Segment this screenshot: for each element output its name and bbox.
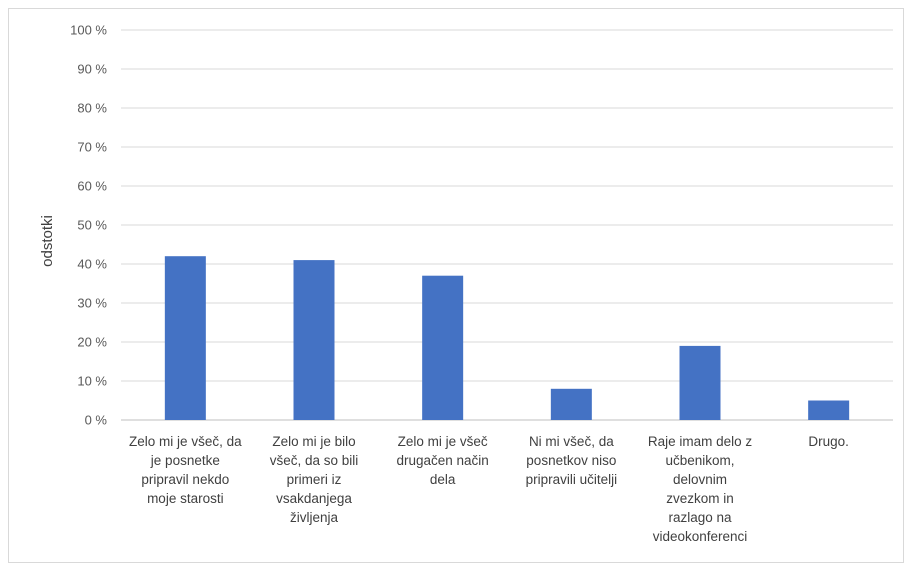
y-tick-label: 30 % (77, 296, 107, 311)
category-label: Drugo. (808, 434, 849, 449)
y-tick-label: 50 % (77, 218, 107, 233)
bar (293, 260, 335, 420)
y-axis-title: odstotki (39, 215, 56, 267)
y-tick-label: 20 % (77, 335, 107, 350)
category-label: Zelo mi je všeč (398, 434, 488, 449)
category-label: učbenikom, (665, 453, 734, 468)
category-label: Ni mi všeč, da (529, 434, 614, 449)
category-label: Zelo mi je všeč, da (129, 434, 242, 449)
category-label: moje starosti (147, 491, 224, 506)
y-tick-label: 60 % (77, 179, 107, 194)
category-label: vsakdanjega (276, 491, 352, 506)
category-label: delovnim (673, 472, 727, 487)
y-tick-label: 100 % (70, 23, 107, 38)
bar (422, 275, 464, 420)
bar (164, 256, 206, 420)
category-label: življenja (290, 510, 339, 525)
category-label: zvezkom in (666, 491, 734, 506)
category-label: Zelo mi je bilo (272, 434, 355, 449)
category-label: všeč, da so bili (270, 453, 359, 468)
category-label: pripravil nekdo (141, 472, 229, 487)
category-label: je posnetke (150, 453, 220, 468)
y-tick-label: 10 % (77, 374, 107, 389)
category-label: razlago na (668, 510, 732, 525)
category-label: dela (430, 472, 456, 487)
bar (808, 400, 850, 420)
y-tick-label: 70 % (77, 140, 107, 155)
y-tick-label: 90 % (77, 62, 107, 77)
category-label: posnetkov niso (526, 453, 616, 468)
category-label: drugačen način (397, 453, 489, 468)
category-label: primeri iz (287, 472, 342, 487)
y-tick-label: 0 % (85, 413, 108, 428)
y-tick-label: 80 % (77, 101, 107, 116)
category-label: videokonferenci (653, 529, 748, 544)
bar (679, 345, 721, 420)
category-label: pripravili učitelji (526, 472, 618, 487)
category-label: Raje imam delo z (648, 434, 753, 449)
bar (550, 388, 592, 420)
y-tick-label: 40 % (77, 257, 107, 272)
